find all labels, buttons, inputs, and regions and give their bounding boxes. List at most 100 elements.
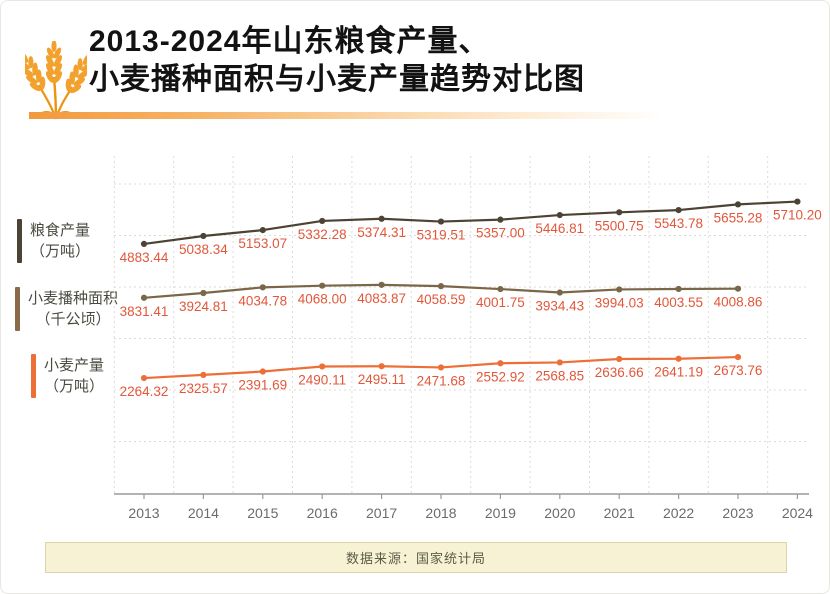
data-point	[378, 363, 385, 370]
data-point	[616, 355, 623, 363]
page-title-line1: 2013-2024年山东粮食产量、	[89, 25, 490, 58]
value-label: 4883.44	[120, 250, 169, 265]
value-label: 2495.11	[358, 372, 406, 387]
data-point	[497, 360, 504, 367]
data-point	[556, 359, 563, 366]
data-point	[200, 232, 207, 240]
value-label: 2325.57	[179, 381, 228, 396]
x-axis-label: 2013	[128, 505, 159, 521]
legend-item-grain-output: 粮食产量 （万吨）	[17, 219, 90, 263]
value-label: 3831.41	[120, 304, 169, 319]
legend-item-wheat-output: 小麦产量 （万吨）	[31, 354, 104, 398]
value-label: 2673.76	[714, 363, 763, 378]
data-point	[319, 282, 326, 289]
title-underline	[29, 112, 665, 119]
data-point	[794, 198, 801, 205]
legend-label: 粮食产量	[30, 222, 91, 239]
legend-item-wheat-area: 小麦播种面积 （千公顷）	[15, 287, 118, 331]
data-point	[319, 363, 326, 370]
value-label: 5153.07	[238, 236, 287, 251]
data-point	[675, 206, 682, 214]
legend-color-bar	[31, 354, 36, 398]
value-label: 5500.75	[595, 218, 644, 233]
page-title-line2: 小麦播种面积与小麦产量趋势对比图	[89, 63, 585, 96]
value-label: 4008.86	[714, 295, 763, 310]
value-label: 5332.28	[298, 227, 347, 242]
legend-unit: （万吨）	[44, 378, 105, 395]
value-label: 2641.19	[654, 365, 703, 380]
x-axis-label: 2022	[663, 505, 694, 521]
value-label: 5038.34	[179, 242, 228, 257]
data-point	[497, 285, 504, 293]
data-point	[437, 283, 445, 290]
x-axis-label: 2019	[485, 505, 516, 521]
data-source-bar: 数据来源：国家统计局	[45, 542, 787, 573]
data-source-label: 数据来源：国家统计局	[345, 551, 486, 566]
data-point	[259, 284, 266, 291]
data-point	[497, 216, 504, 223]
x-axis-label: 2014	[188, 505, 219, 521]
x-axis-label: 2015	[247, 505, 278, 521]
data-point	[616, 286, 623, 293]
legend-color-bar	[15, 287, 20, 331]
value-label: 4003.55	[654, 295, 703, 310]
x-axis-label: 2024	[782, 505, 813, 521]
value-label: 4001.75	[476, 295, 525, 310]
trend-chart: 2013 2014 2015 2016 2017 2018 2019 2020 2021 2022…	[113, 156, 822, 521]
data-point	[556, 211, 563, 219]
data-point	[437, 364, 445, 371]
legend-color-bar	[17, 219, 22, 263]
data-point	[734, 285, 742, 292]
data-point	[378, 281, 385, 288]
data-point	[675, 285, 682, 293]
data-point	[378, 215, 385, 222]
data-point	[734, 353, 742, 361]
data-point	[616, 209, 623, 216]
data-point	[259, 227, 266, 234]
value-label: 3924.81	[179, 299, 228, 314]
value-label: 2636.66	[595, 365, 644, 380]
legend-label: 小麦产量	[44, 357, 105, 374]
data-point	[556, 289, 563, 296]
page-title: 2013-2024年山东粮食产量、 小麦播种面积与小麦产量趋势对比图	[89, 23, 585, 99]
value-label: 5374.31	[357, 225, 406, 240]
data-point	[200, 371, 207, 379]
x-axis-label: 2017	[366, 505, 397, 521]
x-axis-label: 2016	[307, 505, 338, 521]
value-label: 5710.20	[773, 208, 822, 223]
value-label: 4034.78	[238, 293, 287, 308]
value-label: 5357.00	[476, 226, 525, 241]
data-point	[140, 374, 148, 382]
value-label: 2471.68	[417, 373, 466, 388]
value-label: 4068.00	[298, 292, 347, 307]
value-label: 2568.85	[535, 368, 584, 383]
wheat-icon	[25, 41, 87, 120]
data-point	[675, 355, 682, 362]
data-point	[734, 201, 742, 208]
value-label: 5543.78	[654, 216, 703, 231]
value-label: 2391.69	[238, 378, 287, 393]
legend-label: 小麦播种面积	[28, 290, 119, 307]
data-point	[140, 294, 148, 301]
x-axis-label: 2020	[544, 505, 575, 521]
x-axis-label: 2018	[425, 505, 456, 521]
value-label: 2490.11	[298, 372, 346, 387]
data-point	[259, 368, 266, 375]
value-label: 3934.43	[535, 299, 584, 314]
data-point	[140, 240, 148, 248]
value-label: 2552.92	[476, 369, 525, 384]
x-axis-label: 2021	[604, 505, 635, 521]
value-label: 4058.59	[417, 292, 466, 307]
value-label: 4083.87	[357, 291, 406, 306]
value-label: 2264.32	[120, 384, 169, 399]
legend-unit: （千公顷）	[35, 311, 111, 328]
data-point	[200, 289, 207, 297]
value-label: 5319.51	[417, 228, 466, 243]
value-label: 5446.81	[535, 221, 584, 236]
legend-unit: （万吨）	[30, 243, 91, 260]
value-label: 5655.28	[714, 210, 763, 225]
series-line-0	[143, 200, 798, 245]
x-axis-label: 2023	[722, 505, 753, 521]
data-point	[437, 218, 445, 225]
